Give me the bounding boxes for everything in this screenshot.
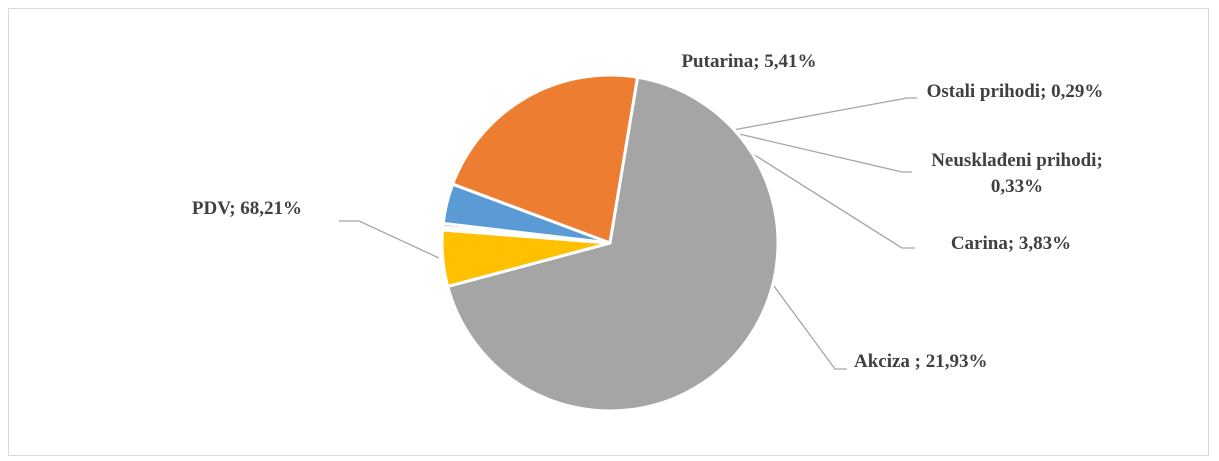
leader-line-5 — [738, 133, 912, 173]
data-label-6: Carina; 3,83% — [951, 233, 1071, 254]
leader-line-4 — [732, 97, 917, 131]
leader-line-1 — [770, 281, 847, 370]
data-label-1: Akciza ; 21,93% — [854, 351, 988, 372]
data-label-2: PDV; 68,21% — [192, 198, 302, 219]
leader-line-6 — [752, 153, 915, 249]
data-label-5: Neusklađeni prihodi; 0,33% — [931, 150, 1103, 197]
pie-slice-carina — [441, 182, 612, 245]
pie-chart: Akciza ; 21,93% PDV; 68,21% Putarina; 5,41… — [192, 51, 1104, 413]
chart-area: Akciza ; 21,93% PDV; 68,21% Putarina; 5,41… — [8, 8, 1209, 456]
data-label-4: Ostali prihodi; 0,29% — [927, 81, 1104, 102]
pie-slice-pdv — [446, 75, 780, 413]
leader-line-2 — [339, 220, 440, 259]
data-label-3: Putarina; 5,41% — [681, 51, 816, 72]
